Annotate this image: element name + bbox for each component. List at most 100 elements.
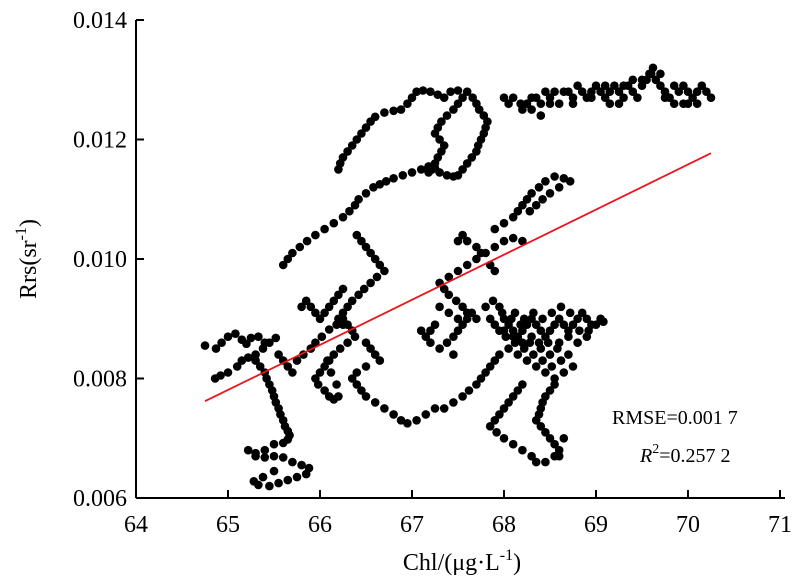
data-point <box>541 457 550 467</box>
data-point <box>237 356 247 365</box>
data-point <box>495 302 504 312</box>
data-point <box>554 338 564 348</box>
data-point <box>366 248 375 258</box>
data-point <box>458 230 467 240</box>
y-tick-label: 0.014 <box>73 8 127 34</box>
data-point <box>554 451 564 461</box>
data-point <box>522 99 532 108</box>
data-point <box>435 168 444 177</box>
data-point <box>472 242 481 252</box>
data-point <box>619 81 628 90</box>
data-point <box>380 404 389 413</box>
data-point <box>706 93 716 102</box>
data-point <box>499 93 509 102</box>
data-point <box>306 302 316 312</box>
data-point <box>334 392 343 401</box>
data-point <box>357 386 366 395</box>
data-point <box>254 332 263 342</box>
data-point <box>370 112 380 122</box>
data-point <box>472 254 481 264</box>
data-point <box>568 99 578 108</box>
data-point <box>467 153 477 162</box>
data-point <box>258 472 268 482</box>
data-point <box>231 329 240 339</box>
data-point <box>217 338 226 348</box>
data-point <box>568 320 578 330</box>
y-tick-label: 0.006 <box>73 486 127 512</box>
data-point <box>660 93 670 102</box>
data-point <box>265 338 274 348</box>
data-point <box>490 242 500 252</box>
data-point <box>692 99 702 108</box>
data-point <box>301 469 311 479</box>
data-point <box>439 284 449 294</box>
data-point <box>335 344 345 353</box>
data-point <box>381 177 391 186</box>
data-point <box>451 296 461 306</box>
data-point <box>320 308 329 318</box>
data-point <box>582 314 592 324</box>
data-point <box>329 350 339 359</box>
data-point <box>453 326 463 336</box>
data-point <box>361 123 371 132</box>
x-tick-label: 70 <box>676 512 700 538</box>
data-point <box>499 434 509 443</box>
data-point <box>656 81 665 90</box>
data-point <box>508 212 518 222</box>
data-point <box>426 326 435 336</box>
data-point <box>669 99 679 108</box>
y-tick-label: 0.010 <box>73 247 127 273</box>
data-point <box>683 87 693 96</box>
data-point <box>587 93 596 102</box>
data-point <box>389 106 398 116</box>
data-point <box>564 326 573 336</box>
data-point <box>527 332 536 342</box>
data-point <box>485 314 495 324</box>
data-point <box>490 416 500 425</box>
data-point <box>527 451 536 461</box>
data-point <box>564 350 573 359</box>
data-point <box>295 242 305 252</box>
data-point <box>354 290 363 300</box>
data-point <box>274 478 283 488</box>
data-point <box>573 314 582 324</box>
data-point <box>481 368 490 377</box>
data-point <box>343 338 352 348</box>
data-point <box>545 434 555 443</box>
data-point <box>527 189 536 198</box>
data-point <box>577 308 587 318</box>
data-point <box>573 338 582 348</box>
data-point <box>292 472 302 482</box>
data-point <box>637 75 647 85</box>
data-point <box>361 338 371 348</box>
data-point <box>499 218 509 228</box>
data-point <box>430 404 440 413</box>
data-point <box>568 362 578 371</box>
data-point <box>510 308 520 318</box>
data-point <box>554 99 564 108</box>
data-point <box>380 266 389 276</box>
data-point <box>283 254 293 264</box>
data-point <box>369 183 378 192</box>
data-point <box>407 93 417 102</box>
data-point <box>449 398 458 407</box>
x-tick-label: 71 <box>768 512 792 538</box>
data-point <box>669 81 679 90</box>
data-point <box>320 386 329 395</box>
data-point <box>531 362 541 371</box>
data-point <box>637 81 647 90</box>
data-point <box>435 302 444 312</box>
data-point <box>488 296 498 306</box>
data-point <box>600 81 610 90</box>
data-point <box>573 81 582 90</box>
data-point <box>522 195 532 204</box>
data-point <box>200 341 210 350</box>
data-point <box>513 386 523 395</box>
data-point <box>545 189 555 198</box>
data-point <box>565 308 575 318</box>
data-point <box>683 99 693 108</box>
data-point <box>468 93 478 102</box>
data-point <box>223 332 233 342</box>
data-point <box>389 410 398 419</box>
data-point <box>338 320 348 330</box>
